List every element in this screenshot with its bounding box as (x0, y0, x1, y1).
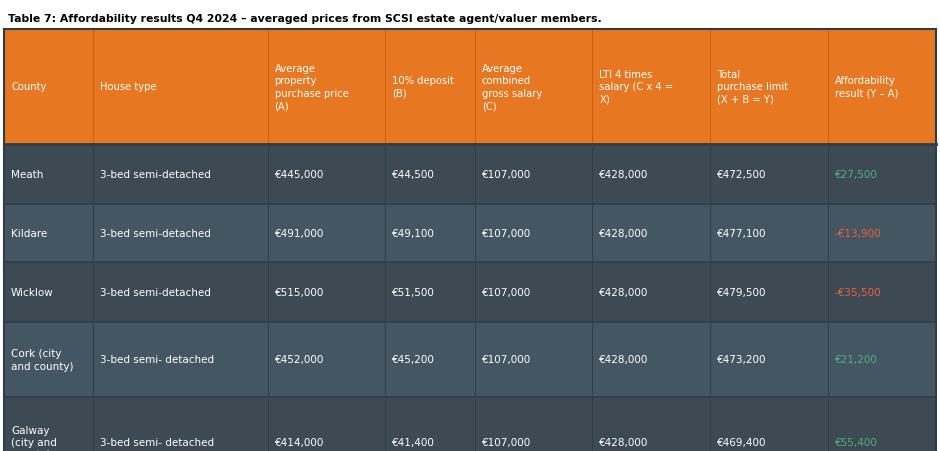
Bar (385, 145, 475, 205)
Bar (4, 262, 93, 322)
Bar (268, 145, 385, 205)
Text: 3-bed semi-detached: 3-bed semi-detached (101, 170, 212, 179)
Text: €515,000: €515,000 (274, 287, 324, 297)
Bar (93, 145, 268, 205)
Bar (592, 322, 710, 397)
Text: Wicklow: Wicklow (11, 287, 54, 297)
Bar (268, 262, 385, 322)
Bar (828, 205, 936, 262)
Text: House type: House type (101, 83, 157, 92)
Text: €469,400: €469,400 (717, 437, 766, 447)
Text: €414,000: €414,000 (274, 437, 324, 447)
Text: 3-bed semi-detached: 3-bed semi-detached (101, 229, 212, 239)
Bar (93, 30, 268, 145)
Text: €445,000: €445,000 (274, 170, 324, 179)
Bar (93, 262, 268, 322)
Bar (475, 262, 592, 322)
Text: €55,400: €55,400 (835, 437, 878, 447)
Bar (592, 205, 710, 262)
Text: €107,000: €107,000 (481, 437, 531, 447)
Text: Average
property
purchase price
(A): Average property purchase price (A) (274, 64, 349, 111)
Bar (385, 262, 475, 322)
Bar (4, 322, 93, 397)
Bar (828, 322, 936, 397)
Bar (4, 30, 93, 145)
Bar (4, 145, 93, 205)
Text: €428,000: €428,000 (600, 229, 649, 239)
Text: €473,200: €473,200 (717, 355, 766, 365)
Bar (475, 205, 592, 262)
Text: €27,500: €27,500 (835, 170, 878, 179)
Text: €452,000: €452,000 (274, 355, 324, 365)
Bar (828, 397, 936, 451)
Text: Average
combined
gross salary
(C): Average combined gross salary (C) (481, 64, 542, 111)
Text: €428,000: €428,000 (600, 170, 649, 179)
Bar (268, 30, 385, 145)
Bar (4, 205, 93, 262)
Text: -€35,500: -€35,500 (835, 287, 882, 297)
Bar (475, 145, 592, 205)
Text: Galway
(city and
county): Galway (city and county) (11, 425, 57, 451)
Text: 3-bed semi- detached: 3-bed semi- detached (101, 437, 214, 447)
Text: Kildare: Kildare (11, 229, 47, 239)
Bar (710, 397, 828, 451)
Bar (93, 205, 268, 262)
Bar (475, 30, 592, 145)
Bar (385, 205, 475, 262)
Text: Affordability
result (Y – A): Affordability result (Y – A) (835, 76, 898, 98)
Text: €41,400: €41,400 (392, 437, 435, 447)
Bar (592, 145, 710, 205)
Bar (385, 30, 475, 145)
Text: €107,000: €107,000 (481, 355, 531, 365)
Text: €107,000: €107,000 (481, 229, 531, 239)
Text: €472,500: €472,500 (717, 170, 766, 179)
Bar (268, 322, 385, 397)
Bar (710, 30, 828, 145)
Bar (475, 397, 592, 451)
Text: €44,500: €44,500 (392, 170, 435, 179)
Text: €428,000: €428,000 (600, 437, 649, 447)
Bar (592, 262, 710, 322)
Text: €491,000: €491,000 (274, 229, 324, 239)
Text: €51,500: €51,500 (392, 287, 435, 297)
Text: €107,000: €107,000 (481, 170, 531, 179)
Text: €477,100: €477,100 (717, 229, 766, 239)
Bar (592, 30, 710, 145)
Text: Table 7: Affordability results Q4 2024 – averaged prices from SCSI estate agent/: Table 7: Affordability results Q4 2024 –… (8, 14, 602, 24)
Text: €45,200: €45,200 (392, 355, 435, 365)
Text: €107,000: €107,000 (481, 287, 531, 297)
Text: €428,000: €428,000 (600, 287, 649, 297)
Bar (710, 205, 828, 262)
Text: Meath: Meath (11, 170, 43, 179)
Bar (592, 397, 710, 451)
Text: County: County (11, 83, 46, 92)
Text: €49,100: €49,100 (392, 229, 435, 239)
Text: 3-bed semi- detached: 3-bed semi- detached (101, 355, 214, 365)
Text: 3-bed semi-detached: 3-bed semi-detached (101, 287, 212, 297)
Bar (710, 262, 828, 322)
Text: 10% deposit
(B): 10% deposit (B) (392, 76, 454, 98)
Text: €428,000: €428,000 (600, 355, 649, 365)
Bar (385, 322, 475, 397)
Bar (710, 145, 828, 205)
Text: LTI 4 times
salary (C x 4 =
X): LTI 4 times salary (C x 4 = X) (600, 70, 673, 105)
Bar (828, 30, 936, 145)
Bar (268, 205, 385, 262)
Bar (93, 397, 268, 451)
Text: Cork (city
and county): Cork (city and county) (11, 349, 73, 371)
Text: Total
purchase limit
(X + B = Y): Total purchase limit (X + B = Y) (717, 70, 788, 105)
Bar (4, 397, 93, 451)
Bar (268, 397, 385, 451)
Bar (385, 397, 475, 451)
Text: €479,500: €479,500 (717, 287, 766, 297)
Bar (710, 322, 828, 397)
Bar (93, 322, 268, 397)
Text: -€13,900: -€13,900 (835, 229, 882, 239)
Bar (828, 145, 936, 205)
Text: €21,200: €21,200 (835, 355, 878, 365)
Bar (828, 262, 936, 322)
Bar (475, 322, 592, 397)
